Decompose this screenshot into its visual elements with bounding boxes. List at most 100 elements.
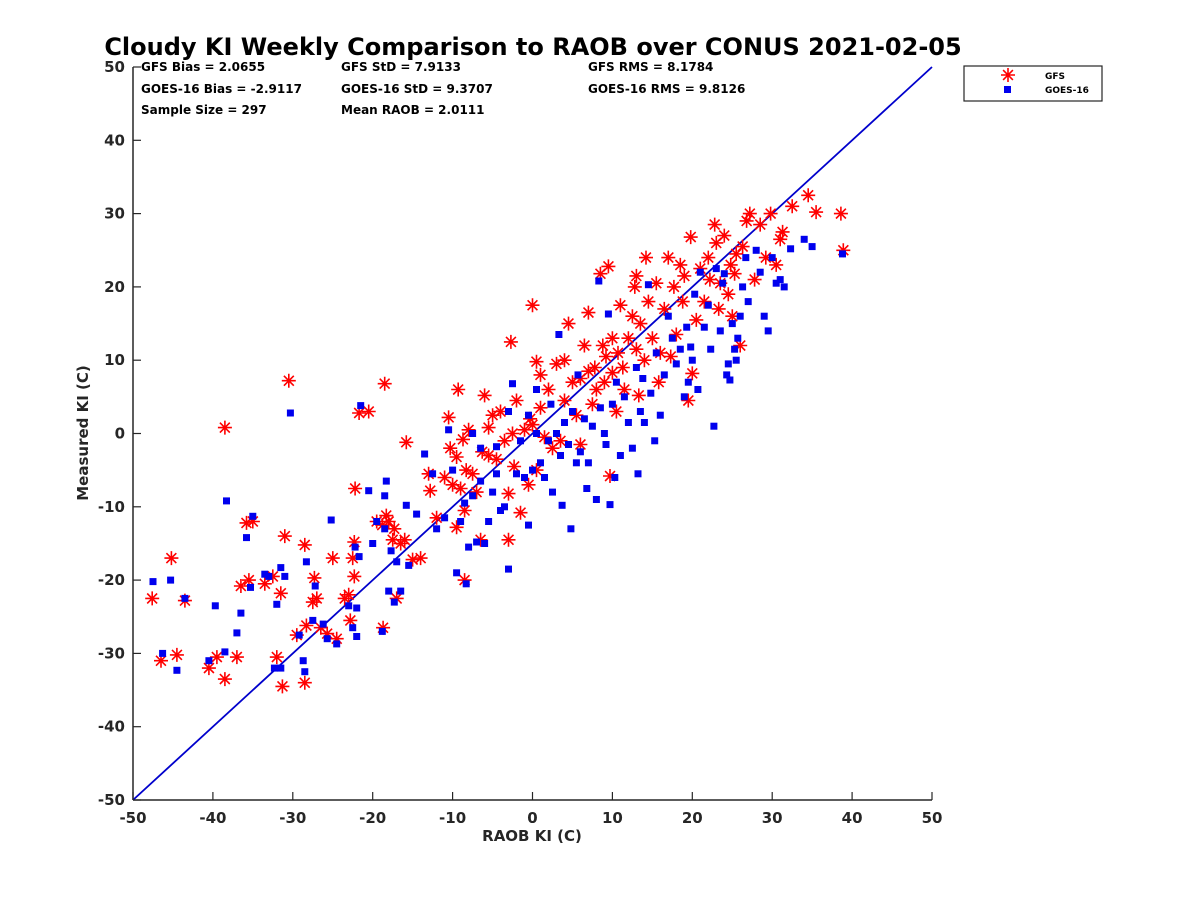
gfs-point — [489, 452, 504, 467]
gfs-point — [229, 650, 244, 665]
gfs-point — [631, 388, 646, 403]
gfs-point — [297, 675, 312, 690]
goes16-point — [233, 629, 241, 637]
gfs-point — [637, 353, 652, 368]
gfs-point — [711, 301, 726, 316]
gfs-point — [801, 188, 816, 203]
gfs-point — [385, 532, 400, 547]
gfs-point — [453, 481, 468, 496]
goes16-point — [728, 320, 736, 328]
gfs-point — [497, 433, 512, 448]
goes16-point — [489, 488, 497, 496]
gfs-point — [833, 206, 848, 221]
goes16-point — [353, 604, 361, 612]
goes16-point — [600, 430, 608, 437]
goes16-point — [636, 408, 644, 415]
gfs-point — [581, 305, 596, 320]
goes16-point — [509, 380, 516, 388]
gfs-point — [154, 653, 168, 668]
goes16-point — [700, 323, 708, 331]
gfs-point — [233, 579, 248, 593]
gfs-point — [429, 510, 444, 525]
goes16-point — [724, 360, 732, 368]
goes16-point — [839, 250, 846, 258]
goes16-point — [732, 356, 740, 364]
gfs-point — [269, 650, 284, 665]
gfs-point — [273, 586, 288, 601]
goes16-point — [576, 448, 584, 456]
goes16-point — [639, 375, 647, 382]
goes16-point — [237, 609, 245, 617]
gfs-point — [421, 466, 436, 481]
goes16-point — [651, 437, 659, 445]
gfs-point — [702, 272, 717, 287]
gfs-point — [347, 535, 362, 549]
goes16-point — [473, 538, 481, 546]
gfs-point — [617, 382, 632, 397]
goes16-point — [606, 501, 614, 509]
goes16-point — [620, 393, 628, 401]
legend: GFS GOES-16 — [963, 65, 1103, 102]
goes16-point — [378, 627, 386, 635]
goes16-point — [696, 268, 704, 276]
gfs-point — [627, 279, 642, 294]
gfs-point — [513, 505, 528, 520]
goes16-point — [497, 507, 504, 514]
gfs-point — [320, 626, 335, 641]
gfs-point — [449, 450, 464, 464]
goes16-point — [323, 635, 331, 643]
gfs-point — [347, 569, 362, 584]
goes16-point — [628, 444, 636, 452]
y-axis-label: Measured KI (C) — [74, 365, 92, 501]
gfs-point — [603, 469, 617, 483]
y-tick-label: -10 — [98, 498, 125, 516]
goes16-point — [243, 534, 250, 542]
goes16-point — [723, 371, 731, 379]
gfs-point — [387, 521, 402, 536]
gfs-point — [599, 349, 613, 364]
gfs-point — [443, 441, 458, 456]
gfs-point — [593, 266, 608, 281]
goes16-point — [787, 245, 795, 253]
legend-gfs-asterisk — [1001, 68, 1015, 82]
goes16-point — [369, 540, 377, 547]
gfs-point — [405, 552, 420, 567]
goes16-point — [632, 364, 640, 371]
gfs-point — [717, 228, 732, 243]
gfs-point — [758, 250, 773, 265]
goes16-point — [149, 578, 157, 586]
goes16-point — [261, 570, 269, 578]
goes16-point — [756, 268, 764, 276]
goes16-point — [668, 334, 676, 342]
stat-goes-bias: GOES-16 Bias = -2.9117 — [141, 82, 302, 96]
gfs-point — [629, 268, 644, 283]
gfs-point — [277, 529, 292, 544]
gfs-point — [675, 294, 690, 309]
goes16-point — [302, 558, 310, 566]
stat-gfs-std: GFS StD = 7.9133 — [341, 60, 461, 74]
goes16-point — [461, 499, 469, 507]
gfs-point — [681, 393, 696, 408]
x-tick-label: -40 — [199, 809, 226, 827]
goes16-point — [485, 518, 493, 525]
one-to-one-line — [132, 66, 933, 801]
goes16-point — [720, 270, 728, 278]
goes16-point — [249, 512, 257, 520]
goes16-point — [319, 620, 327, 628]
x-tick-label: -10 — [439, 809, 466, 827]
goes16-point — [719, 279, 727, 287]
gfs-point — [525, 298, 540, 313]
goes16-point — [477, 444, 485, 452]
goes16-point — [529, 466, 536, 474]
goes16-point — [211, 602, 219, 610]
goes16-point — [457, 518, 465, 525]
goes16-point — [672, 360, 680, 368]
gfs-point — [729, 246, 744, 261]
goes16-point — [545, 437, 552, 445]
goes16-point — [469, 430, 477, 437]
gfs-point — [747, 272, 762, 287]
goes16-point — [413, 510, 421, 518]
gfs-point — [523, 411, 538, 426]
gfs-point — [633, 316, 648, 331]
